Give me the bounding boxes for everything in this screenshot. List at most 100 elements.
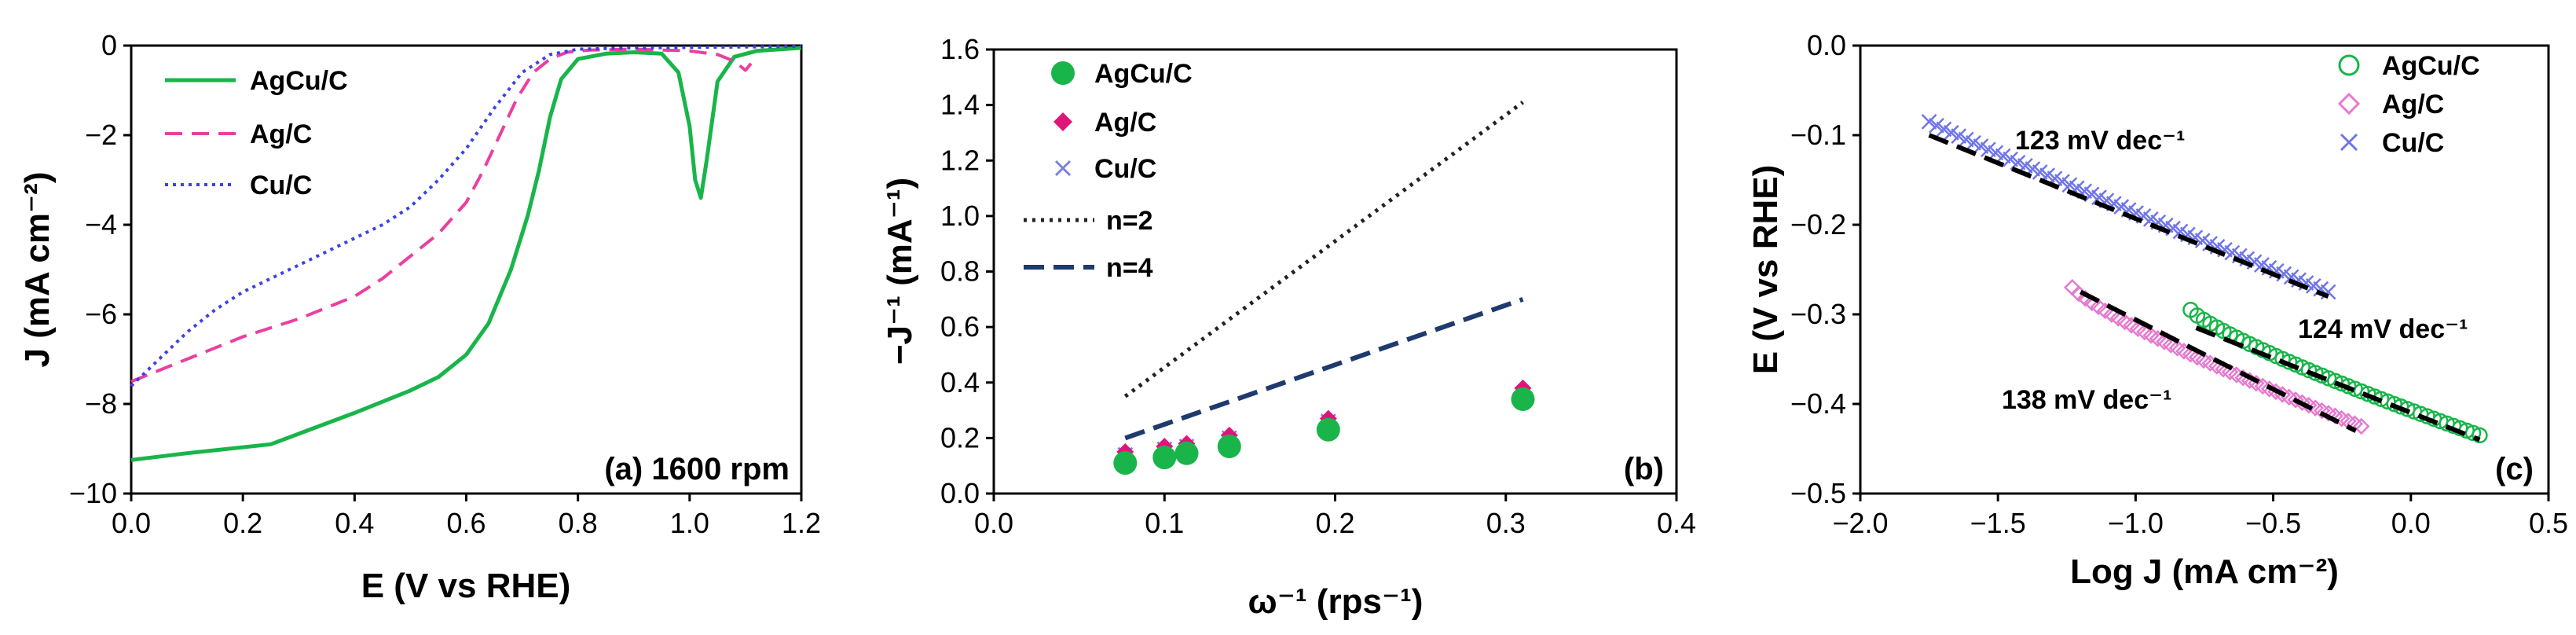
panel-b-ytick-label: 1.2 [940, 144, 980, 176]
panel-c-xtick-label: −1.5 [1970, 507, 2026, 539]
panel-c-ytick-label: −0.3 [1790, 298, 1846, 330]
panel-b-ticks: 0.0 0.1 0.2 0.3 0.4 0.0 0.2 0.4 0.6 0.8 1.0 1.2 1.4 1… [940, 33, 1696, 539]
legend-label-n2: n=2 [1106, 206, 1153, 236]
point-agcuc [1511, 387, 1535, 411]
point-agcuc [2464, 424, 2482, 442]
legend-label-agcu: AgCu/C [250, 66, 348, 96]
panel-a-xtick-label: 0.2 [223, 507, 262, 539]
panel-c-ticks: −2.0 −1.5 −1.0 −0.5 0.0 0.5 0.0 −0.1 −0.2 −0.3 −0.… [1790, 29, 2568, 539]
annotation-ag-slope: 138 mV dec⁻¹ [2002, 385, 2171, 415]
panel-c-ylabel: E (V vs RHE) [1746, 165, 1785, 375]
point-cuc [1929, 117, 1944, 134]
panel-a-label: (a) 1600 rpm [604, 452, 790, 486]
point-agcuc [1217, 434, 1241, 458]
panel-b-xtick-label: 0.0 [974, 507, 1013, 539]
panel-c-ytick-label: −0.2 [1790, 208, 1846, 240]
legend-label-ag: Ag/C [250, 119, 312, 149]
fit-line [2195, 325, 2481, 442]
panel-c-xtick-label: 0.0 [2391, 507, 2431, 539]
legend-label-c-cu: Cu/C [2382, 128, 2444, 158]
legend-marker-cu [1054, 160, 1072, 177]
point-agcuc [1152, 446, 1177, 470]
panel-a-ytick-label: −8 [85, 387, 117, 420]
annotation-agcu-slope: 124 mV dec⁻¹ [2298, 314, 2468, 344]
panel-c-ytick-label: 0.0 [1807, 29, 1846, 61]
panel-a-ytick-label: 0 [101, 29, 117, 61]
panel-c-legend: AgCu/C Ag/C Cu/C [2337, 51, 2480, 158]
panel-b-xtick-label: 0.1 [1145, 507, 1184, 539]
panel-a-xtick-label: 0.6 [446, 507, 486, 539]
panel-a-series [130, 45, 802, 462]
panel-b-ytick-label: 0.2 [940, 421, 980, 453]
panel-a-xlabel: E (V vs RHE) [361, 567, 571, 605]
panel-b-xtick-label: 0.2 [1315, 507, 1354, 539]
panel-c-series [1921, 114, 2488, 444]
legend-marker-c-cu [2340, 133, 2358, 152]
panel-a-xtick-label: 1.2 [782, 507, 821, 539]
panel-c-ytick-label: −0.5 [1790, 477, 1846, 509]
panel-b-legend: AgCu/C Ag/C Cu/C n=2 n=4 [1024, 59, 1193, 283]
panel-c-ytick-label: −0.1 [1790, 119, 1846, 151]
panel-b-xtick-label: 0.3 [1486, 507, 1526, 539]
curve-agc [130, 47, 753, 384]
curve-agcuc [130, 46, 802, 462]
panel-a-legend: AgCu/C Ag/C Cu/C [165, 66, 348, 200]
panel-b-ytick-label: 1.6 [940, 33, 980, 65]
panel-b-series [1113, 101, 1535, 475]
fit-line [2079, 289, 2358, 433]
legend-label-b-agcu: AgCu/C [1094, 59, 1193, 89]
panel-b-ytick-label: 0.8 [940, 255, 980, 288]
panel-b-xlabel: ω⁻¹ (rps⁻¹) [1248, 582, 1424, 621]
panel-b-ytick-label: 1.0 [940, 200, 980, 232]
legend-label-b-cu: Cu/C [1094, 154, 1156, 184]
panel-a-xtick-label: 1.0 [670, 507, 709, 539]
point-agc [2352, 417, 2370, 435]
panel-a-ytick-label: −6 [85, 298, 117, 330]
panel-c-xtick-label: −1.0 [2108, 507, 2164, 539]
panel-b-ytick-label: 0.6 [940, 310, 980, 343]
panel-b-xtick-label: 0.4 [1657, 507, 1696, 539]
panel-a-ticks: 0.0 0.2 0.4 0.6 0.8 1.0 1.2 0 −2 −4 −6 −8 −10 [69, 29, 821, 539]
legend-marker-ag [1053, 112, 1072, 131]
panel-a-ytick-label: −4 [85, 208, 117, 240]
panel-a-xtick-label: 0.4 [335, 507, 374, 539]
point-agcuc [1174, 441, 1199, 465]
legend-label-c-ag: Ag/C [2382, 90, 2444, 119]
panel-b-ytick-label: 0.4 [940, 366, 980, 398]
panel-a-frame [130, 44, 803, 495]
legend-marker-agcu [1051, 61, 1075, 85]
panel-a-xtick-label: 0.0 [112, 507, 151, 539]
point-cuc [1921, 114, 1937, 130]
line-n4 [1124, 296, 1524, 441]
panel-b-label: (b) [1624, 452, 1664, 486]
point-agcuc [2472, 427, 2488, 444]
panel-c-xtick-label: 0.5 [2529, 507, 2568, 539]
panel-c-xtick-label: −0.5 [2245, 507, 2301, 539]
point-cuc [1943, 124, 1959, 141]
fit-line [1928, 133, 2329, 299]
legend-marker-c-agcu [2338, 54, 2360, 76]
panel-a: 0.0 0.2 0.4 0.6 0.8 1.0 1.2 0 −2 −4 −6 −8 −10 E (V v… [18, 29, 821, 605]
panel-b-ylabel: −J⁻¹ (mA⁻¹) [881, 178, 919, 365]
panel-a-xtick-label: 0.8 [559, 507, 598, 539]
annotation-cu-slope: 123 mV dec⁻¹ [2015, 126, 2185, 156]
point-agcuc [1316, 417, 1340, 442]
panel-c: −2.0 −1.5 −1.0 −0.5 0.0 0.5 0.0 −0.1 −0.2 −0.3 −0.… [1746, 29, 2568, 591]
panel-b-ytick-label: 1.4 [940, 89, 980, 121]
panel-b-ytick-label: 0.0 [940, 477, 980, 509]
panel-c-ytick-label: −0.4 [1790, 387, 1846, 420]
panel-c-label: (c) [2495, 452, 2534, 486]
point-agcuc [1113, 451, 1138, 475]
panel-b: 0.0 0.1 0.2 0.3 0.4 0.0 0.2 0.4 0.6 0.8 1.0 1.2 1.4 1… [881, 33, 1696, 621]
panel-c-xtick-label: −2.0 [1832, 507, 1888, 539]
legend-label-b-ag: Ag/C [1094, 108, 1156, 138]
panel-a-ytick-label: −2 [85, 119, 117, 151]
legend-label-c-agcu: AgCu/C [2382, 51, 2480, 81]
legend-marker-c-ag [2337, 92, 2361, 116]
panel-a-ytick-label: −10 [69, 477, 117, 509]
legend-label-n4: n=4 [1106, 253, 1153, 283]
point-cuc [1936, 121, 1952, 138]
panel-a-ylabel: J (mA cm⁻²) [18, 172, 57, 368]
legend-label-cu: Cu/C [250, 171, 312, 200]
